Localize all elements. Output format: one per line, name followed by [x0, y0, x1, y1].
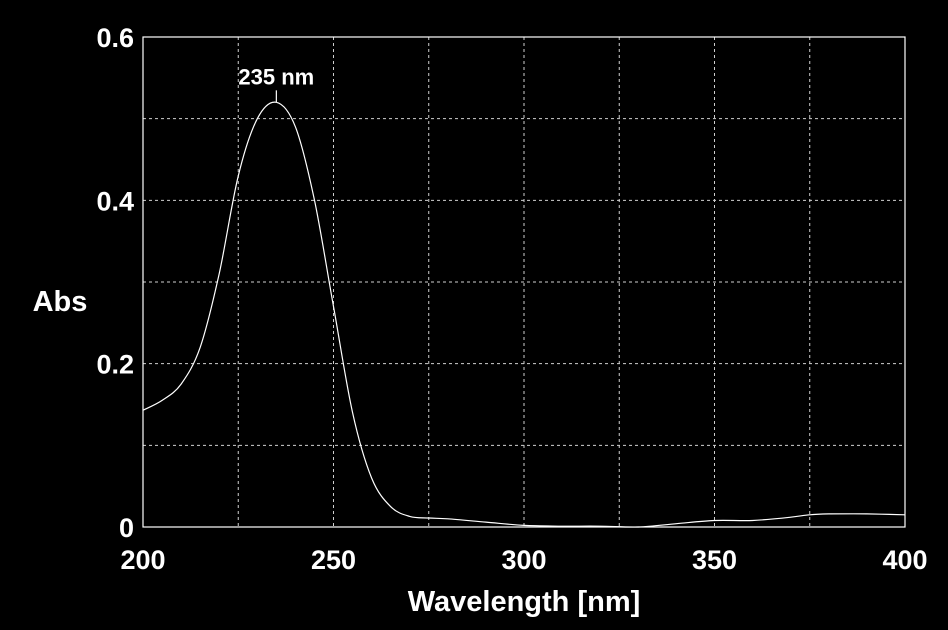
peak-annotation: 235 nm	[238, 64, 314, 89]
y-tick-label: 0.4	[96, 186, 134, 216]
absorbance-series-line	[142, 101, 906, 528]
y-tick-label: 0	[119, 513, 134, 543]
x-tick-label: 400	[882, 545, 927, 575]
x-axis-title: Wavelength [nm]	[408, 586, 641, 618]
plot-frame	[142, 36, 906, 528]
y-tick-label: 0.6	[96, 23, 134, 53]
x-tick-label: 300	[501, 545, 546, 575]
y-tick-labels: 0 0.2 0.4 0.6	[96, 23, 134, 543]
x-tick-label: 350	[692, 545, 737, 575]
x-tick-label: 200	[120, 545, 165, 575]
grid-lines	[143, 37, 905, 527]
x-tick-label: 250	[311, 545, 356, 575]
y-tick-label: 0.2	[96, 350, 134, 380]
y-axis-title: Abs	[33, 286, 88, 318]
x-tick-labels: 200 250 300 350 400	[120, 545, 927, 575]
